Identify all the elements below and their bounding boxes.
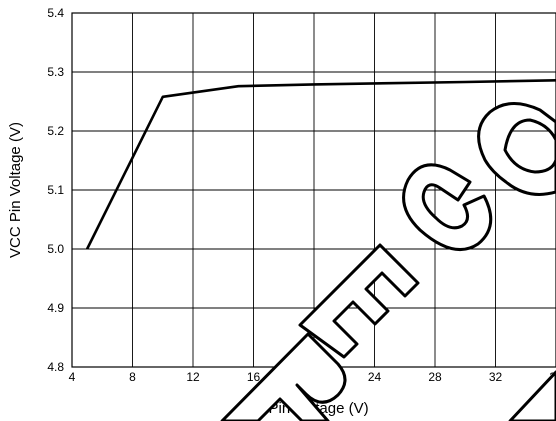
x-tick-label: 8 [129, 370, 136, 384]
x-tick-label: 32 [489, 370, 503, 384]
y-tick-label: 4.9 [47, 301, 64, 315]
x-tick-label: 28 [428, 370, 442, 384]
x-tick-label: 24 [368, 370, 382, 384]
x-tick-label: 36 [549, 370, 556, 384]
x-tick-label: 20 [307, 370, 321, 384]
grid [71, 12, 556, 368]
y-tick-label: 5.4 [47, 6, 64, 20]
x-tick-label: 4 [69, 370, 76, 384]
y-tick-label: 5.3 [47, 65, 64, 79]
series-line-0 [85, 79, 556, 250]
series-group [85, 79, 556, 250]
x-tick-label: 16 [247, 370, 261, 384]
y-axis-title: VCC Pin Voltage (V) [7, 122, 24, 258]
y-tick-label: 5.0 [47, 242, 64, 256]
y-tick-label: 5.2 [47, 124, 64, 138]
y-tick-label: 5.1 [47, 183, 64, 197]
x-axis-ticks: 4 8 12 16 20 24 28 32 36 [69, 370, 556, 384]
y-axis-ticks: 4.8 4.9 5.0 5.1 5.2 5.3 5.4 [47, 6, 64, 374]
x-axis-title: VIN Pin Voltage (V) [239, 400, 368, 417]
y-tick-label: 4.8 [47, 360, 64, 374]
x-tick-label: 12 [186, 370, 200, 384]
